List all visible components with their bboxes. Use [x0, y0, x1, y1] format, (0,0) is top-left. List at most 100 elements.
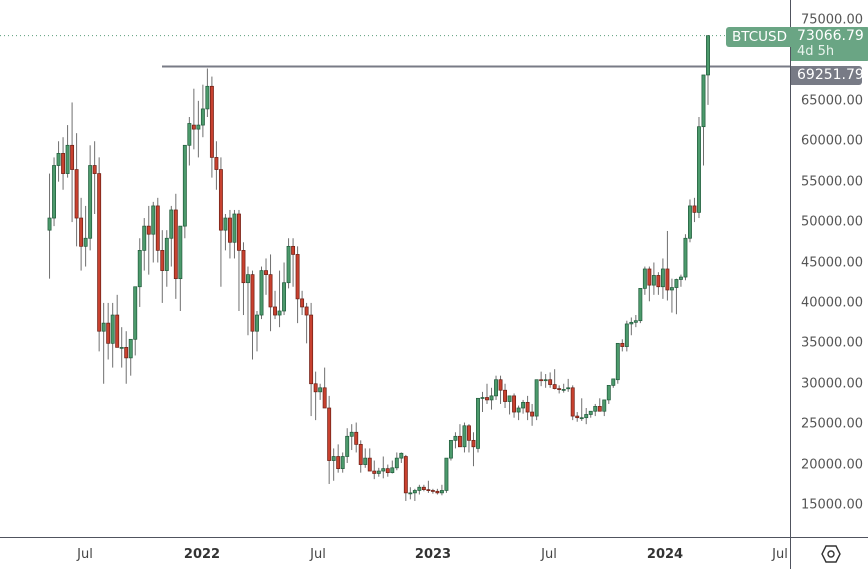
candle[interactable]	[507, 395, 512, 415]
candle[interactable]	[448, 439, 453, 461]
candle[interactable]	[624, 320, 629, 352]
candle[interactable]	[683, 234, 688, 281]
candle[interactable]	[697, 117, 701, 219]
candle[interactable]	[485, 383, 489, 404]
candle[interactable]	[142, 218, 147, 271]
price-axis[interactable]: 75000.00 65000.00 60000.00 55000.00 50000.00…	[790, 0, 868, 537]
candle[interactable]	[534, 379, 539, 421]
candle[interactable]	[209, 76, 214, 178]
candle[interactable]	[421, 484, 426, 492]
candle[interactable]	[146, 205, 151, 275]
candle[interactable]	[399, 452, 404, 463]
candle[interactable]	[575, 412, 580, 422]
candle[interactable]	[227, 209, 232, 259]
candle[interactable]	[566, 378, 571, 392]
candle[interactable]	[83, 205, 88, 267]
candle[interactable]	[606, 385, 611, 404]
candle[interactable]	[349, 424, 354, 451]
candle[interactable]	[322, 367, 327, 409]
candle[interactable]	[173, 193, 178, 299]
candle[interactable]	[115, 294, 120, 348]
candle[interactable]	[579, 398, 584, 421]
candle[interactable]	[196, 100, 201, 158]
candle[interactable]	[151, 201, 156, 263]
candle[interactable]	[602, 399, 607, 417]
candle[interactable]	[498, 375, 503, 404]
candle[interactable]	[408, 487, 413, 500]
candle[interactable]	[182, 144, 187, 239]
candle[interactable]	[412, 488, 417, 501]
candle[interactable]	[309, 302, 314, 417]
candle[interactable]	[638, 288, 643, 324]
candle[interactable]	[65, 125, 70, 178]
candle[interactable]	[588, 410, 593, 418]
candle[interactable]	[119, 327, 124, 368]
candle[interactable]	[525, 395, 530, 421]
candle[interactable]	[327, 395, 332, 484]
candle[interactable]	[674, 278, 679, 315]
candle[interactable]	[137, 238, 142, 307]
candle[interactable]	[620, 339, 625, 352]
candle[interactable]	[476, 397, 480, 453]
candle[interactable]	[692, 197, 697, 223]
candle[interactable]	[647, 266, 652, 302]
candle[interactable]	[79, 197, 84, 271]
candle[interactable]	[543, 374, 548, 388]
candle[interactable]	[273, 290, 277, 320]
candle[interactable]	[633, 315, 638, 328]
candle[interactable]	[611, 378, 616, 388]
candle[interactable]	[548, 372, 553, 388]
time-axis[interactable]: Jul 2022 Jul 2023 Jul 2024 Jul	[0, 537, 790, 569]
candle[interactable]	[160, 230, 165, 303]
candle[interactable]	[124, 331, 129, 384]
candle[interactable]	[539, 371, 544, 387]
candle[interactable]	[178, 225, 183, 311]
candle[interactable]	[570, 385, 575, 421]
candle[interactable]	[313, 371, 318, 421]
candle[interactable]	[187, 117, 192, 166]
candle[interactable]	[191, 88, 196, 150]
settings-button[interactable]	[819, 543, 843, 565]
candle[interactable]	[701, 74, 706, 166]
candle[interactable]	[200, 84, 205, 138]
candle[interactable]	[458, 424, 462, 448]
candle[interactable]	[259, 266, 264, 320]
candle[interactable]	[426, 480, 431, 493]
candle[interactable]	[593, 403, 598, 417]
candle[interactable]	[439, 484, 444, 496]
candle[interactable]	[363, 448, 368, 468]
candle[interactable]	[669, 278, 674, 313]
candle[interactable]	[110, 302, 115, 368]
candle[interactable]	[255, 311, 259, 352]
candle[interactable]	[88, 145, 93, 251]
candle[interactable]	[381, 456, 386, 479]
candle[interactable]	[706, 35, 710, 105]
candle[interactable]	[444, 457, 449, 493]
candle[interactable]	[282, 262, 287, 316]
candle[interactable]	[304, 302, 309, 344]
candle[interactable]	[615, 342, 620, 384]
candle[interactable]	[516, 405, 521, 421]
candle[interactable]	[629, 317, 634, 336]
candle[interactable]	[642, 266, 647, 295]
candle[interactable]	[246, 266, 250, 336]
candle[interactable]	[268, 254, 273, 332]
candle[interactable]	[480, 391, 485, 413]
candle[interactable]	[651, 262, 656, 295]
candle[interactable]	[688, 199, 692, 243]
candle[interactable]	[97, 157, 102, 352]
candle[interactable]	[264, 258, 268, 295]
candle[interactable]	[295, 246, 300, 324]
candle[interactable]	[503, 383, 508, 408]
candle[interactable]	[345, 428, 350, 463]
candle[interactable]	[471, 432, 476, 467]
candle[interactable]	[453, 432, 458, 449]
candle[interactable]	[665, 230, 670, 301]
candle[interactable]	[530, 403, 535, 426]
candle[interactable]	[169, 205, 174, 267]
candle[interactable]	[291, 238, 296, 287]
candlestick-plot[interactable]	[0, 0, 790, 537]
candle[interactable]	[417, 484, 422, 495]
candle[interactable]	[390, 460, 395, 474]
candle[interactable]	[494, 375, 498, 400]
